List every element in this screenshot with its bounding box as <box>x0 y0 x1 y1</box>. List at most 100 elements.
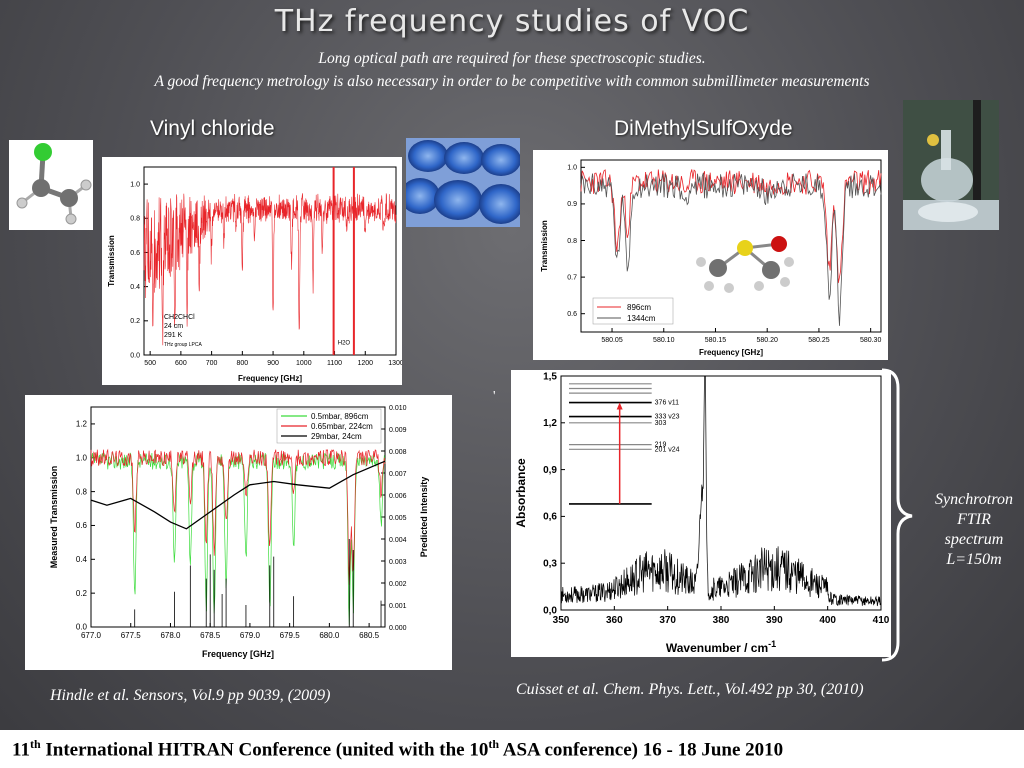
hindle-series-line <box>90 448 386 586</box>
y2-tick-label: 0.007 <box>389 471 407 478</box>
hindle-legend-label: 0.5mbar, 896cm <box>311 412 369 421</box>
footer-text: 11th International HITRAN Conference (un… <box>12 737 783 761</box>
y-tick-label: 1.0 <box>130 181 140 188</box>
y-tick-label: 1.2 <box>76 420 88 429</box>
dmso-atom <box>780 277 790 287</box>
footer-post: ASA conference) 16 - 18 June 2010 <box>499 739 784 761</box>
dmso-chart: 580.05 580.10 580.15 580.20 580.25 580.30 0.6 0… <box>533 150 888 360</box>
stray-mark: ' <box>493 389 496 404</box>
y-tick-label: 0,6 <box>543 512 557 523</box>
x-tick-label: 1200 <box>357 360 373 367</box>
x-tick-label: 700 <box>206 360 218 367</box>
dmso-atom <box>762 261 780 279</box>
y-axis-label: Transmission <box>540 220 549 272</box>
dmso-atom <box>709 259 727 277</box>
dmso-atom <box>724 283 734 293</box>
y-tick-label: 0.0 <box>76 623 88 632</box>
x-tick-label: 360 <box>606 615 623 626</box>
x-axis-label: Frequency [GHz] <box>238 374 302 383</box>
side-note-line-1: Synchrotron <box>935 491 1013 508</box>
y2-tick-label: 0.004 <box>389 537 407 544</box>
y-tick-label: 1,5 <box>543 371 557 382</box>
transition-arrowhead <box>616 402 623 410</box>
energy-level-label: 219 <box>655 442 667 449</box>
heading-vinyl-chloride: Vinyl chloride <box>150 117 275 140</box>
y2-tick-label: 0.008 <box>389 449 407 456</box>
y2-tick-label: 0.005 <box>389 515 407 522</box>
y-tick-label: 0.0 <box>130 352 140 359</box>
dmso-atom <box>754 281 764 291</box>
y-tick-label: 0.6 <box>130 250 140 257</box>
dmso-atom <box>784 257 794 267</box>
energy-level-label: 376 ν11 <box>655 400 679 407</box>
annotation-line: CH2CHCl <box>164 314 195 321</box>
dmso-atom <box>771 236 787 252</box>
x-axis-label-sup: -1 <box>768 639 776 649</box>
y-tick-label: 0.8 <box>130 216 140 223</box>
x-tick-label: 1000 <box>296 360 312 367</box>
dmso-atom <box>737 240 753 256</box>
x-tick-label: 580.30 <box>860 337 882 344</box>
x-tick-label: 800 <box>236 360 248 367</box>
x-axis-label: Wavenumber / cm-1 <box>666 639 776 655</box>
x-tick-label: 400 <box>819 615 836 626</box>
x-tick-label: 370 <box>659 615 676 626</box>
plot-frame <box>560 375 882 611</box>
x-tick-label: 679.0 <box>240 631 261 640</box>
x-tick-label: 380 <box>713 615 730 626</box>
footer-mid: International HITRAN Conference (united … <box>40 739 489 761</box>
dmso-legend-label: 1344cm <box>627 314 656 323</box>
side-note-line-3: spectrum <box>944 531 1004 548</box>
y-tick-label: 0,9 <box>543 465 557 476</box>
citation-cuisset: Cuisset et al. Chem. Phys. Lett., Vol.49… <box>516 681 864 698</box>
y-tick-label: 1.0 <box>567 165 577 172</box>
y2-tick-label: 0.009 <box>389 427 407 434</box>
y2-tick-label: 0.002 <box>389 581 407 588</box>
footer-sup-2: th <box>488 737 500 751</box>
plot-frame <box>580 159 882 333</box>
y-tick-label: 0,3 <box>543 559 557 570</box>
y2-tick-label: 0.001 <box>389 603 407 610</box>
x-tick-label: 410 <box>873 615 890 626</box>
y-tick-label: 0.7 <box>567 274 577 281</box>
x-tick-label: 680.5 <box>359 631 380 640</box>
x-tick-label: 678.0 <box>160 631 181 640</box>
x-tick-label: 580.05 <box>601 337 623 344</box>
footer-bar <box>0 730 1024 768</box>
y2-tick-label: 0.006 <box>389 493 407 500</box>
synchrotron-note: Synchrotron FTIR spectrum L=150m <box>922 490 1024 570</box>
y-tick-label: 0.6 <box>567 311 577 318</box>
y-tick-label: 0.2 <box>130 318 140 325</box>
x-tick-label: 500 <box>144 360 156 367</box>
hindle-chart: 677.0 677.5 678.0 678.5 679.0 679.5 680.0 680.5… <box>25 395 452 670</box>
dmso-legend-label: 896cm <box>627 303 651 312</box>
x-axis-label: Frequency [GHz] <box>202 649 274 659</box>
vinyl-chloride-molecule-icon <box>9 140 93 230</box>
blue-pipes-photo <box>406 138 520 227</box>
x-tick-label: 600 <box>175 360 187 367</box>
y2-tick-label: 0.003 <box>389 559 407 566</box>
x-tick-label: 677.5 <box>121 631 142 640</box>
energy-level-label: 333 ν23 <box>655 414 680 421</box>
y2-axis-label: Predicted Intensity <box>419 477 429 558</box>
dmso-legend-box <box>592 297 674 325</box>
x-tick-label: 679.5 <box>280 631 301 640</box>
synchrotron-chart: 350 360 370 380 390 400 410 0,0 0,3 0,6 0,9 1,2 1,5 3… <box>511 370 891 657</box>
annotation-line: 24 cm <box>164 323 183 330</box>
y-tick-label: 0.8 <box>567 238 577 245</box>
y-tick-label: 0.4 <box>130 284 140 291</box>
y-axis-label: Measured Transmission <box>49 466 59 569</box>
y-tick-label: 0.9 <box>567 201 577 208</box>
x-tick-label: 680.0 <box>319 631 340 640</box>
y-tick-label: 1.0 <box>76 453 88 462</box>
hindle-series-line <box>90 452 386 626</box>
x-tick-label: 350 <box>553 615 570 626</box>
dmso-series-line <box>580 172 882 326</box>
x-tick-label: 900 <box>267 360 279 367</box>
lab-apparatus-photo <box>903 100 999 230</box>
annotation-line: 291 K <box>164 332 183 339</box>
x-tick-label: 1100 <box>327 360 342 367</box>
vinyl-chloride-chart: 500 600 700 800 900 1000 1100 1200 1300 0.0 0.2 0.4… <box>102 157 404 385</box>
annotation-line: THz group LPCA <box>164 342 202 348</box>
x-tick-label: 580.15 <box>705 337 727 344</box>
